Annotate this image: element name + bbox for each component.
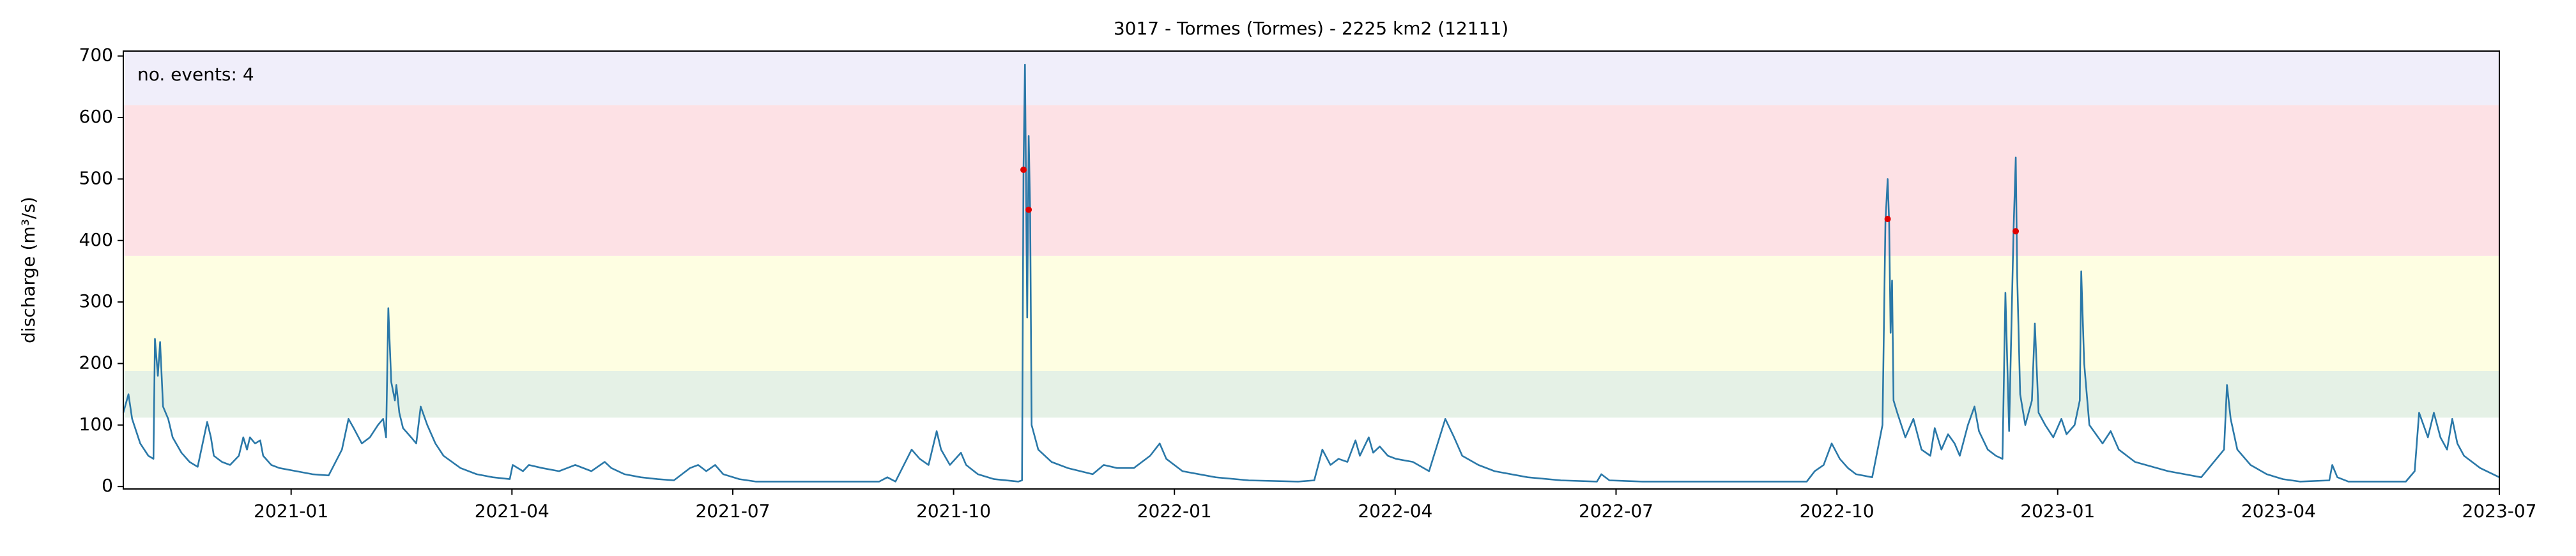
annotation: no. events: 4 [137, 64, 254, 85]
threshold-band [123, 255, 2499, 372]
x-tick-label: 2022-10 [1800, 500, 1874, 522]
y-axis-label: discharge (m³/s) [18, 197, 39, 343]
threshold-band [123, 51, 2499, 105]
x-tick-label: 2021-01 [254, 500, 328, 522]
event-point [1025, 206, 1032, 213]
event-point [1884, 216, 1891, 223]
x-tick-label: 2021-10 [916, 500, 991, 522]
chart-title: 3017 - Tormes (Tormes) - 2225 km2 (12111… [1114, 18, 1508, 39]
plot-frame [123, 50, 2500, 490]
x-tick-label: 2021-04 [475, 500, 549, 522]
threshold-band [123, 371, 2499, 418]
x-tick-label: 2022-04 [1358, 500, 1432, 522]
x-tick-label: 2021-07 [695, 500, 770, 522]
y-tick-label: 100 [79, 414, 113, 435]
y-tick-label: 600 [79, 106, 113, 127]
x-tick-label: 2023-04 [2241, 500, 2316, 522]
y-tick-label: 0 [102, 475, 113, 496]
y-tick-label: 500 [79, 167, 113, 188]
event-point [1020, 166, 1027, 173]
x-tick-label: 2022-07 [1579, 500, 1653, 522]
discharge-line [122, 63, 2500, 483]
x-tick-label: 2022-01 [1137, 500, 1212, 522]
x-tick-label: 2023-01 [2020, 500, 2095, 522]
y-tick-label: 400 [79, 229, 113, 250]
y-tick-label: 200 [79, 352, 113, 373]
event-point [2012, 228, 2020, 235]
y-tick-label: 300 [79, 290, 113, 312]
threshold-band [123, 105, 2499, 256]
x-tick-label: 2023-07 [2462, 500, 2537, 522]
y-tick-label: 700 [79, 45, 113, 66]
